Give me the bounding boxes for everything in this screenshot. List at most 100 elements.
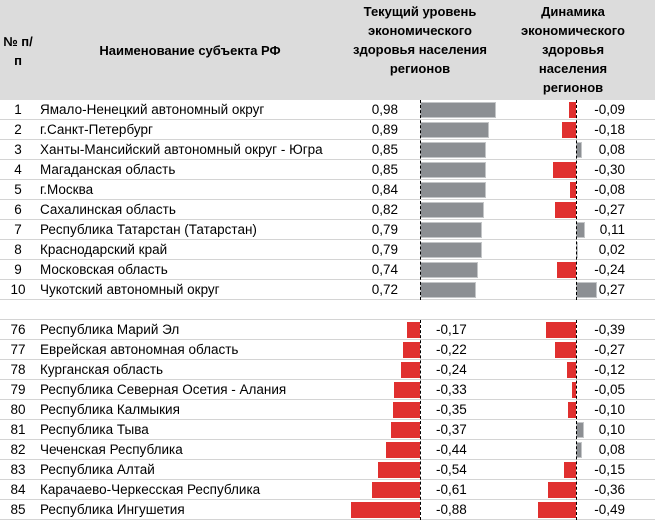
- bar-axis-line: [576, 100, 577, 300]
- region-name: Ханты-Мансийский автономный округ - Югра: [40, 142, 323, 157]
- dynamics-value: -0,24: [594, 262, 625, 277]
- row-number: 76: [10, 322, 26, 337]
- dynamics-bar: [568, 102, 576, 118]
- table-row: 6 Сахалинская область 0,82 -0,27: [0, 200, 655, 220]
- level-bar: [402, 342, 420, 358]
- row-number: 1: [14, 102, 22, 117]
- row-number: 5: [14, 182, 22, 197]
- region-name: Еврейская автономная область: [40, 342, 239, 357]
- table-row: 77 Еврейская автономная область -0,22 -0,27: [0, 340, 655, 360]
- row-number: 7: [14, 222, 22, 237]
- region-name: Ямало-Ненецкий автономный округ: [40, 102, 265, 117]
- table-row: 78 Курганская область -0,24 -0,12: [0, 360, 655, 380]
- level-value: 0,85: [371, 142, 398, 157]
- dynamics-bar: [554, 202, 576, 218]
- table-header: № п/п Наименование субъекта РФ Текущий у…: [0, 0, 655, 100]
- dynamics-value: -0,05: [594, 382, 625, 397]
- dynamics-value: -0,27: [594, 342, 625, 357]
- table-row: 4 Магаданская область 0,85 -0,30: [0, 160, 655, 180]
- row-number: 83: [10, 462, 26, 477]
- separator-row: [0, 300, 655, 320]
- level-bar: [377, 462, 420, 478]
- level-bar: [420, 122, 490, 138]
- dynamics-value: -0,39: [594, 322, 625, 337]
- row-number: 79: [10, 382, 26, 397]
- region-name: Республика Ингушетия: [40, 502, 185, 517]
- region-name: г.Москва: [40, 182, 94, 197]
- dynamics-value: -0,49: [594, 502, 625, 517]
- bar-axis-line: [420, 320, 421, 520]
- table-row: 9 Московская область 0,74 -0,24: [0, 260, 655, 280]
- level-value: 0,89: [371, 122, 398, 137]
- dynamics-bar: [576, 422, 584, 438]
- dynamics-value: -0,36: [594, 482, 625, 497]
- level-value: 0,79: [371, 222, 398, 237]
- dynamics-value: -0,30: [594, 162, 625, 177]
- dynamics-value: 0,08: [598, 442, 625, 457]
- level-bar: [385, 442, 420, 458]
- row-number: 81: [10, 422, 26, 437]
- level-bar: [372, 482, 420, 498]
- table-row: 83 Республика Алтай -0,54 -0,15: [0, 460, 655, 480]
- level-value: -0,54: [436, 462, 467, 477]
- region-name: Карачаево-Черкесская Республика: [40, 482, 261, 497]
- table-row: 7 Республика Татарстан (Татарстан) 0,79 0,1…: [0, 220, 655, 240]
- row-number: 4: [14, 162, 22, 177]
- row-number: 2: [14, 122, 22, 137]
- level-bar: [394, 382, 420, 398]
- table-row: 76 Республика Марий Эл -0,17 -0,39: [0, 320, 655, 340]
- dynamics-value: -0,12: [594, 362, 625, 377]
- dynamics-value: -0,08: [594, 182, 625, 197]
- level-value: -0,33: [436, 382, 467, 397]
- level-value: 0,79: [371, 242, 398, 257]
- row-number: 84: [10, 482, 26, 497]
- row-number: 82: [10, 442, 26, 457]
- table-row: 81 Республика Тыва -0,37 0,10: [0, 420, 655, 440]
- level-bar: [420, 142, 487, 158]
- level-value: -0,35: [436, 402, 467, 417]
- level-bar: [351, 502, 420, 518]
- table-row: 85 Республика Ингушетия -0,88 -0,49: [0, 500, 655, 520]
- row-number: 8: [14, 242, 22, 257]
- table-row: 84 Карачаево-Черкесская Республика -0,61 -0…: [0, 480, 655, 500]
- row-number: 6: [14, 202, 22, 217]
- level-value: -0,17: [436, 322, 467, 337]
- level-bar: [420, 242, 482, 258]
- header-num: № п/п: [3, 34, 33, 68]
- region-name: Чукотский автономный округ: [40, 282, 220, 297]
- dynamics-value: 0,10: [598, 422, 625, 437]
- dynamics-bar: [561, 122, 576, 138]
- table-row: 2 г.Санкт-Петербург 0,89 -0,18: [0, 120, 655, 140]
- dynamics-value: -0,27: [594, 202, 625, 217]
- level-bar: [406, 322, 420, 338]
- region-name: Московская область: [40, 262, 168, 277]
- region-name: Республика Тыва: [40, 422, 149, 437]
- table-row: 79 Республика Северная Осетия - Алания -0,…: [0, 380, 655, 400]
- region-name: г.Санкт-Петербург: [40, 122, 153, 137]
- row-number: 78: [10, 362, 26, 377]
- level-bar: [392, 402, 420, 418]
- level-value: -0,22: [436, 342, 467, 357]
- row-number: 9: [14, 262, 22, 277]
- dynamics-bar: [545, 322, 576, 338]
- dynamics-bar: [547, 482, 576, 498]
- table-row: 1 Ямало-Ненецкий автономный округ 0,98 -0,0…: [0, 100, 655, 120]
- dynamics-bar: [552, 162, 576, 178]
- header-name: Наименование субъекта РФ: [99, 43, 281, 58]
- region-name: Краснодарский край: [40, 242, 168, 257]
- level-bar: [420, 182, 486, 198]
- level-value: -0,44: [436, 442, 467, 457]
- dynamics-bar: [569, 182, 576, 198]
- row-number: 3: [14, 142, 22, 157]
- level-bar: [420, 262, 478, 278]
- level-value: 0,85: [371, 162, 398, 177]
- dynamics-bar: [576, 282, 598, 298]
- row-number: 10: [10, 282, 26, 297]
- region-name: Республика Калмыкия: [40, 402, 180, 417]
- row-number: 80: [10, 402, 26, 417]
- bar-axis-line: [420, 100, 421, 300]
- region-name: Сахалинская область: [40, 202, 176, 217]
- region-name: Республика Марий Эл: [40, 322, 180, 337]
- level-value: -0,24: [436, 362, 467, 377]
